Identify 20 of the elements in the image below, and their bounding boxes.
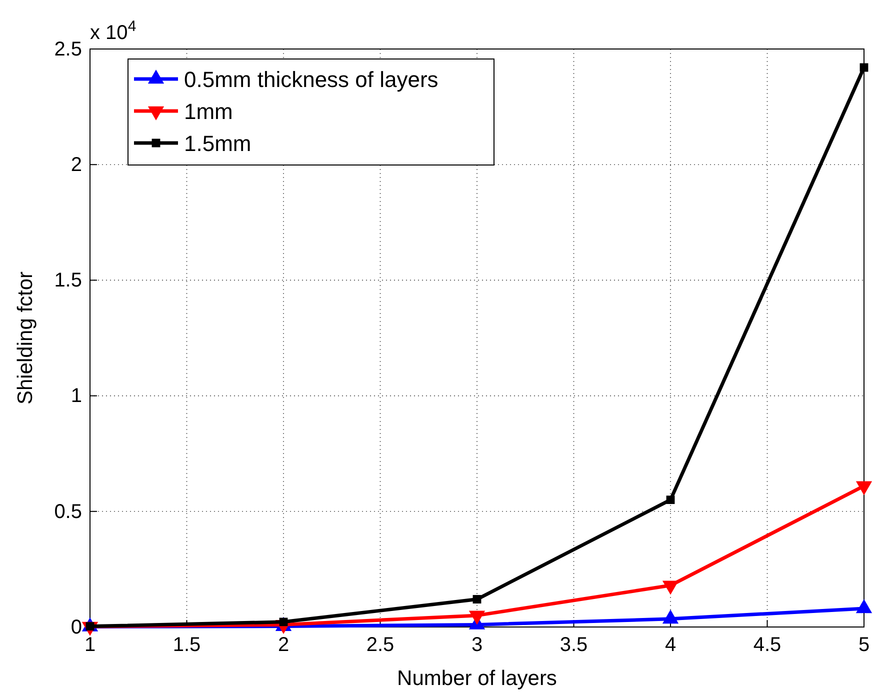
y-tick-label: 2 bbox=[70, 154, 82, 176]
y-tick-label: 0 bbox=[70, 616, 82, 638]
x-tick-label: 3 bbox=[471, 634, 483, 656]
y-tick-label: 1.5 bbox=[54, 270, 82, 292]
legend-label: 1mm bbox=[184, 99, 233, 124]
x-tick-label: 2 bbox=[278, 634, 290, 656]
y-tick-label: 0.5 bbox=[54, 500, 82, 523]
legend-label: 1.5mm bbox=[184, 131, 252, 156]
y-tick-label: 2.5 bbox=[54, 38, 82, 60]
x-tick-label: 1.5 bbox=[172, 634, 201, 656]
x-axis-title: Number of layers bbox=[397, 667, 557, 690]
x-tick-label: 4 bbox=[664, 634, 676, 656]
legend-label: 0.5mm thickness of layers bbox=[184, 67, 438, 92]
y-tick-label: 1 bbox=[70, 385, 82, 408]
x-tick-label: 4.5 bbox=[753, 634, 782, 656]
y-axis-title: Shielding fctor bbox=[14, 271, 37, 405]
x-tick-label: 2.5 bbox=[366, 634, 394, 656]
x-tick-label: 5 bbox=[858, 634, 870, 656]
text: x 10$^{4}$ bbox=[90, 18, 136, 44]
x-tick-label: 3.5 bbox=[560, 634, 588, 656]
